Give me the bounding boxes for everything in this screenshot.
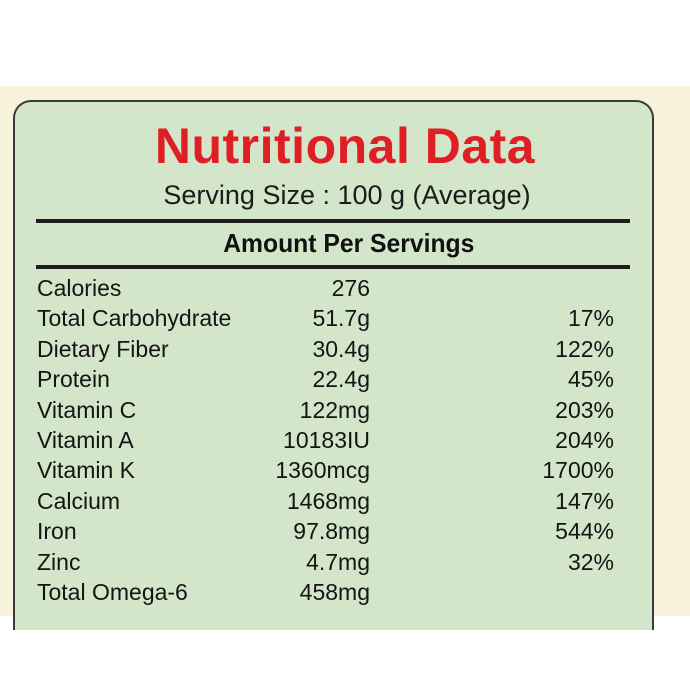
nutrient-amount: 22.4g (312, 366, 370, 393)
nutrient-name: Vitamin K (37, 457, 136, 484)
nutrient-daily-value: 122% (555, 335, 614, 362)
section-heading: Amount Per Servings (223, 228, 475, 258)
nutrient-row-calcium: Calcium 1468mg 147% (0, 486, 690, 516)
nutrient-amount: 10183IU (283, 426, 370, 453)
nutrient-table: Calories 276 Total Carbohydrate 51.7g 17… (0, 273, 690, 607)
nutrient-name: Iron (37, 518, 77, 545)
nutrient-amount: 458mg (299, 578, 370, 605)
nutrient-name: Dietary Fiber (37, 335, 169, 362)
nutrient-daily-value: 147% (555, 487, 614, 514)
nutrient-amount: 51.7g (312, 305, 370, 332)
label-title: Nutritional Data (154, 118, 536, 174)
nutrition-panel (13, 100, 654, 630)
nutrient-amount: 30.4g (312, 335, 370, 362)
nutrient-name: Vitamin A (37, 426, 134, 453)
nutrient-daily-value: 45% (567, 366, 614, 393)
nutrient-amount: 97.8mg (293, 518, 370, 545)
nutrient-row-dietary-fiber: Dietary Fiber 30.4g 122% (0, 334, 690, 364)
nutrient-name: Total Carbohydrate (37, 305, 232, 332)
nutrient-name: Vitamin C (37, 396, 137, 423)
nutrient-daily-value: 203% (555, 396, 614, 423)
nutrient-daily-value: 204% (555, 426, 614, 453)
nutrient-row-protein: Protein 22.4g 45% (0, 364, 690, 394)
nutrient-row-iron: Iron 97.8mg 544% (0, 516, 690, 546)
nutrient-row-vitamin-c: Vitamin C 122mg 203% (0, 395, 690, 425)
nutrient-name: Total Omega-6 (37, 578, 188, 605)
nutrient-row-total-carbohydrate: Total Carbohydrate 51.7g 17% (0, 303, 690, 333)
divider-bottom (36, 265, 630, 269)
nutrient-daily-value: 544% (555, 518, 614, 545)
nutrient-name: Calories (37, 275, 122, 301)
nutrient-amount: 4.7mg (306, 548, 370, 575)
nutrient-name: Zinc (37, 548, 81, 575)
serving-size: Serving Size : 100 g (Average) (163, 180, 531, 210)
divider-top (36, 219, 630, 223)
nutrient-row-zinc: Zinc 4.7mg 32% (0, 547, 690, 577)
nutrient-name: Calcium (37, 487, 121, 514)
nutrient-row-total-omega-6: Total Omega-6 458mg (0, 577, 690, 607)
nutrient-row-vitamin-a: Vitamin A 10183IU 204% (0, 425, 690, 455)
nutrient-name: Protein (37, 366, 110, 393)
nutrient-amount: 1468mg (286, 487, 370, 514)
nutrient-daily-value: 32% (567, 548, 614, 575)
nutrient-amount: 276 (331, 275, 370, 301)
nutrient-amount: 122mg (299, 396, 370, 423)
nutrient-row-calories: Calories 276 (0, 273, 690, 303)
nutrient-amount: 1360mcg (275, 457, 370, 484)
nutrient-row-vitamin-k: Vitamin K 1360mcg 1700% (0, 455, 690, 485)
nutrient-daily-value: 17% (567, 305, 614, 332)
nutrient-daily-value: 1700% (542, 457, 614, 484)
